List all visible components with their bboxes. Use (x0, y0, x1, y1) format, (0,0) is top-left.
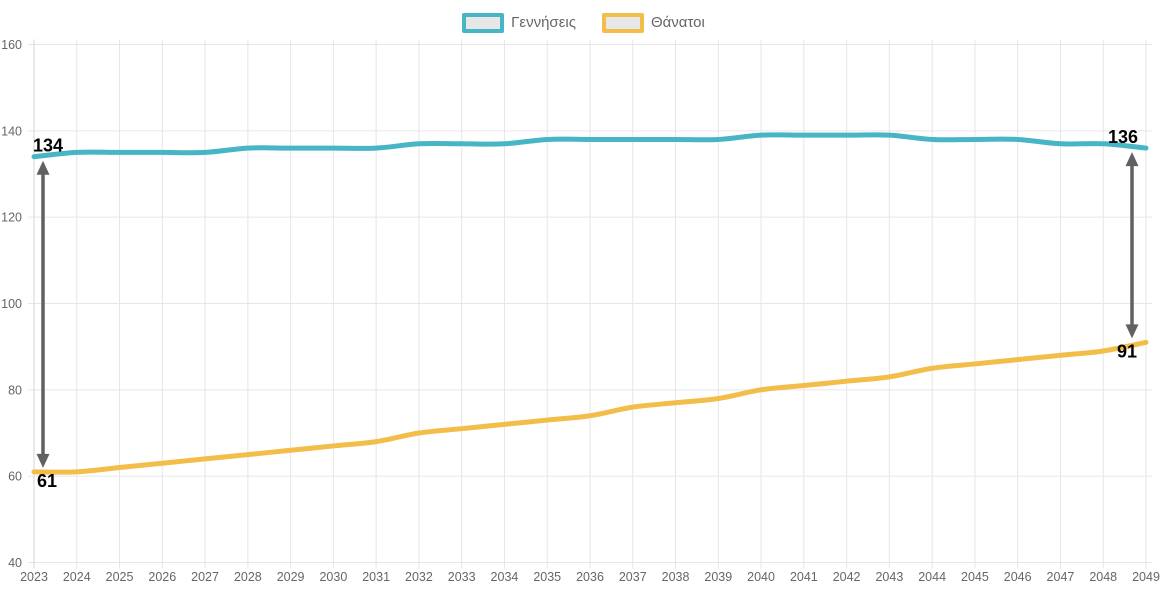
arrow-down-icon (1125, 324, 1139, 339)
x-tick-label: 2031 (362, 570, 390, 584)
annotation-left: 134 61 (33, 136, 63, 491)
x-tick-label: 2027 (191, 570, 219, 584)
legend-label-deaths: Θάνατοι (650, 14, 705, 31)
x-tick-label: 2049 (1132, 570, 1160, 584)
arrow-up-icon (1125, 152, 1139, 167)
y-axis-labels: 40 60 80 100 120 140 160 (1, 38, 22, 570)
series-line-births (31, 132, 1149, 160)
annotation-value-bottom: 61 (37, 471, 57, 491)
legend-swatch-deaths-icon (601, 13, 644, 33)
x-tick-label: 2044 (918, 570, 946, 584)
x-tick-label: 2030 (319, 570, 347, 584)
x-tick-label: 2048 (1089, 570, 1117, 584)
x-tick-label: 2024 (63, 570, 91, 584)
arrow-down-icon (36, 453, 50, 468)
series-line-deaths (31, 339, 1149, 475)
annotation-value-top: 136 (1108, 127, 1138, 147)
x-tick-label: 2033 (448, 570, 476, 584)
y-tick-label: 160 (1, 38, 22, 52)
x-tick-label: 2038 (662, 570, 690, 584)
annotation-right: 136 91 (1108, 127, 1139, 361)
chart-legend: Γεννήσεις Θάνατοι (0, 13, 1167, 33)
arrow-up-icon (36, 160, 50, 175)
x-gridlines (33, 39, 1147, 569)
y-tick-label: 140 (1, 124, 22, 138)
x-tick-label: 2046 (1004, 570, 1032, 584)
x-tick-label: 2028 (234, 570, 262, 584)
legend-swatch-births-icon (462, 13, 505, 33)
x-tick-label: 2034 (491, 570, 519, 584)
y-tick-label: 100 (1, 297, 22, 311)
y-tick-label: 60 (8, 470, 22, 484)
x-tick-label: 2042 (833, 570, 861, 584)
legend-item-deaths[interactable]: Θάνατοι (601, 13, 705, 33)
x-tick-label: 2023 (20, 570, 48, 584)
x-tick-label: 2029 (277, 570, 305, 584)
x-tick-label: 2025 (106, 570, 134, 584)
x-tick-label: 2036 (576, 570, 604, 584)
x-tick-label: 2040 (747, 570, 775, 584)
x-tick-label: 2032 (405, 570, 433, 584)
annotation-value-top: 134 (33, 136, 63, 156)
annotation-value-bottom: 91 (1117, 341, 1137, 361)
x-tick-label: 2041 (790, 570, 818, 584)
x-tick-label: 2043 (875, 570, 903, 584)
x-tick-label: 2039 (704, 570, 732, 584)
legend-item-births[interactable]: Γεννήσεις (462, 13, 576, 33)
x-tick-label: 2035 (533, 570, 561, 584)
x-tick-label: 2037 (619, 570, 647, 584)
y-tick-label: 40 (8, 556, 22, 570)
legend-label-births: Γεννήσεις (511, 14, 576, 31)
x-tick-label: 2026 (148, 570, 176, 584)
y-tick-label: 120 (1, 211, 22, 225)
x-axis-labels: 2023 2024 2025 2026 2027 2028 2029 2030 2031 2032… (20, 570, 1160, 584)
x-tick-label: 2047 (1047, 570, 1075, 584)
x-tick-label: 2045 (961, 570, 989, 584)
y-tick-label: 80 (8, 383, 22, 397)
